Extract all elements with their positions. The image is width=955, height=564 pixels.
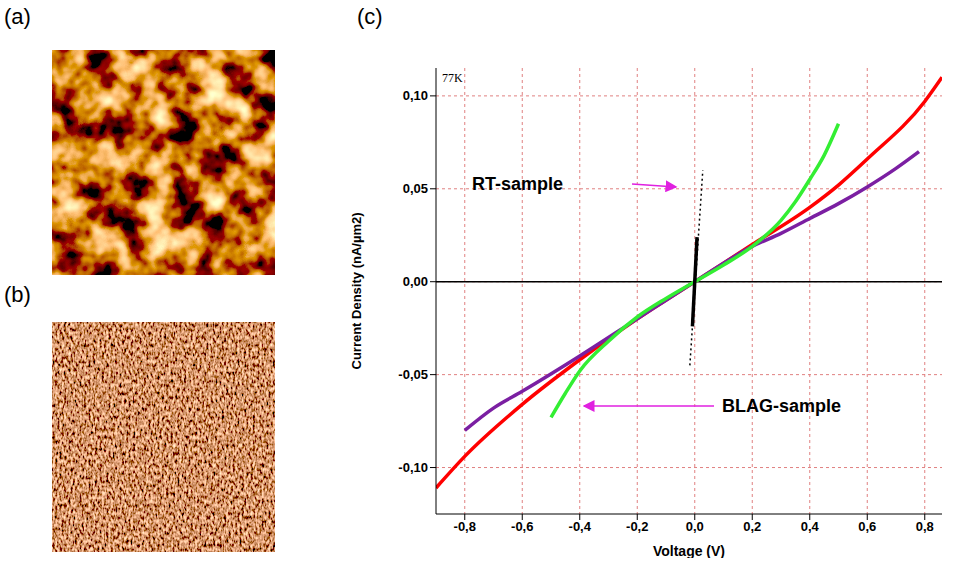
svg-text:(b): (b) (4, 282, 31, 307)
svg-text:-0,6: -0,6 (511, 519, 533, 534)
svg-text:77K: 77K (442, 71, 463, 85)
svg-text:0,10: 0,10 (403, 88, 428, 103)
svg-text:(a): (a) (4, 4, 31, 29)
svg-text:0,00: 0,00 (403, 274, 428, 289)
svg-text:-0,8: -0,8 (454, 519, 476, 534)
svg-text:0,4: 0,4 (801, 519, 820, 534)
svg-text:-0,4: -0,4 (569, 519, 592, 534)
svg-text:0,6: 0,6 (858, 519, 876, 534)
svg-text:RT-sample: RT-sample (472, 174, 563, 194)
svg-text:BLAG-sample: BLAG-sample (722, 396, 841, 416)
svg-text:0,05: 0,05 (403, 181, 428, 196)
svg-text:Voltage (V): Voltage (V) (653, 543, 725, 558)
svg-text:(c): (c) (357, 4, 383, 29)
svg-text:Current Density (nA/µm2): Current Density (nA/µm2) (349, 212, 364, 369)
svg-text:0,2: 0,2 (743, 519, 761, 534)
svg-text:0,0: 0,0 (686, 519, 704, 534)
svg-text:-0,05: -0,05 (398, 367, 428, 382)
svg-text:-0,10: -0,10 (398, 460, 428, 475)
svg-text:0,8: 0,8 (916, 519, 934, 534)
svg-text:-0,2: -0,2 (626, 519, 648, 534)
